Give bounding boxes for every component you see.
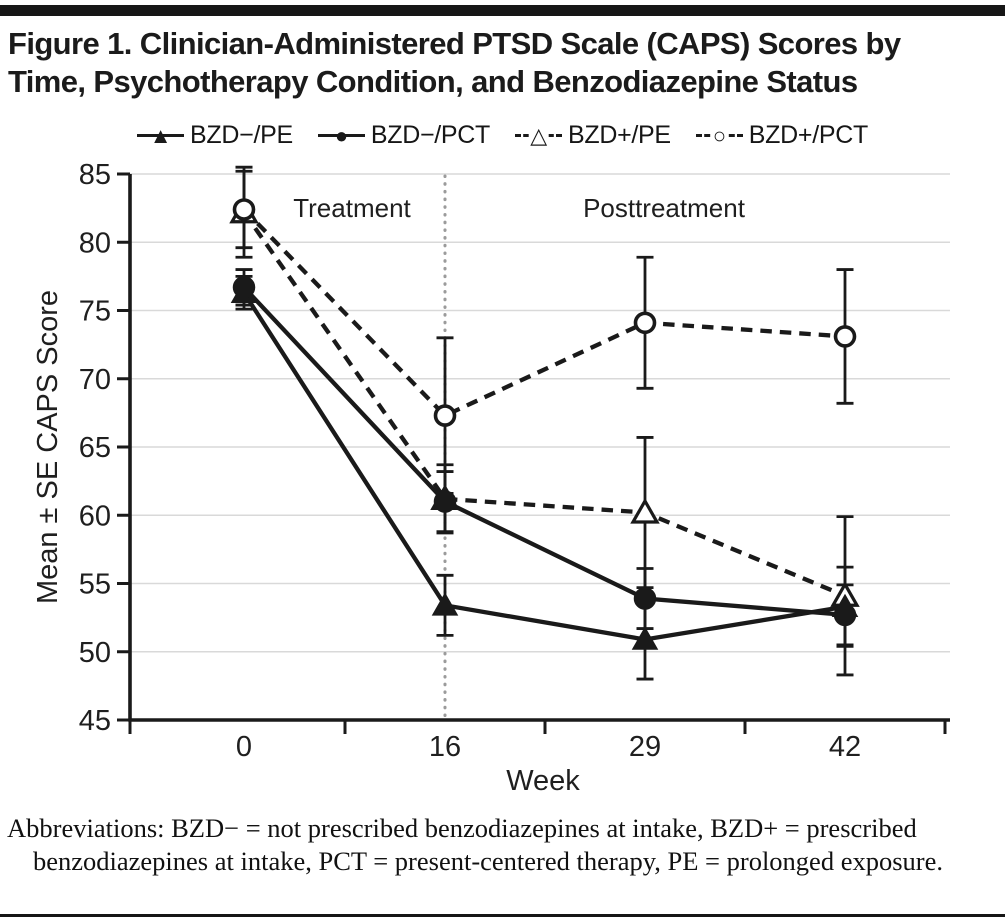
- open-circle-icon: ○: [695, 123, 743, 149]
- x-tick-label: 42: [829, 731, 861, 763]
- bottom-rule: [0, 914, 1005, 917]
- x-axis-title: Week: [506, 765, 580, 797]
- legend-label: BZD−/PE: [190, 121, 293, 149]
- x-tick-label: 16: [429, 731, 461, 763]
- abbreviations-note: Abbreviations: BZD− = not prescribed ben…: [7, 813, 943, 876]
- series-line-bzd-pe: [242, 291, 846, 642]
- series-line-bzd-pe: [242, 210, 846, 598]
- y-tick-label: 80: [79, 227, 111, 259]
- filled-circle-marker: [833, 603, 857, 627]
- y-tick-label: 65: [79, 432, 111, 464]
- y-tick-label: 85: [79, 159, 111, 191]
- x-tick-label: 29: [629, 731, 661, 763]
- legend-label: BZD−/PCT: [370, 121, 490, 149]
- y-tick-label: 55: [79, 569, 111, 601]
- y-tick-label: 75: [79, 296, 111, 328]
- legend-item-bzd-pct: ● BZD−/PCT: [317, 121, 490, 150]
- legend-label: BZD+/PCT: [748, 121, 868, 149]
- top-rule: [0, 5, 1005, 16]
- legend-item-bzd-pct: ○ BZD+/PCT: [695, 121, 868, 150]
- open-circle-marker: [232, 198, 256, 221]
- y-tick-label: 60: [79, 500, 111, 532]
- legend-item-bzd-pe: △ BZD+/PE: [515, 121, 671, 150]
- series-line-bzd-pct: [242, 285, 846, 618]
- open-triangle-marker: [630, 497, 660, 524]
- chart-legend: ▲ BZD−/PE ● BZD−/PCT △ BZD+/PE ○ BZD+/PCT: [0, 121, 1005, 150]
- y-tick-label: 50: [79, 637, 111, 669]
- figure-title: Figure 1. Clinician-Administered PTSD Sc…: [8, 26, 901, 99]
- filled-triangle-marker: [631, 626, 659, 650]
- open-circle-marker: [833, 325, 857, 348]
- caps-line-chart: 45 50 55 60 65 70 75 80 85 0 16 29 42 Week Mean ± SE C…: [32, 159, 950, 797]
- open-circle-marker: [633, 311, 657, 335]
- filled-circle-marker: [433, 490, 457, 513]
- filled-circle-marker: [232, 276, 256, 299]
- y-tick-label: 70: [79, 364, 111, 396]
- filled-circle-icon: ●: [317, 123, 365, 149]
- y-tick-label: 45: [79, 705, 111, 737]
- x-tick-label: 0: [236, 731, 252, 763]
- legend-label: BZD+/PE: [568, 121, 671, 149]
- series-line-bzd-pct: [242, 207, 846, 419]
- phase-label-posttreatment: Posttreatment: [583, 193, 746, 223]
- legend-item-bzd-pe: ▲ BZD−/PE: [137, 121, 293, 150]
- filled-circle-marker: [633, 587, 657, 610]
- open-circle-marker: [433, 404, 457, 427]
- open-triangle-icon: △: [515, 123, 562, 149]
- filled-triangle-marker: [431, 592, 459, 616]
- filled-triangle-icon: ▲: [137, 123, 185, 149]
- phase-label-treatment: Treatment: [293, 193, 411, 223]
- y-axis-title: Mean ± SE CAPS Score: [32, 290, 64, 604]
